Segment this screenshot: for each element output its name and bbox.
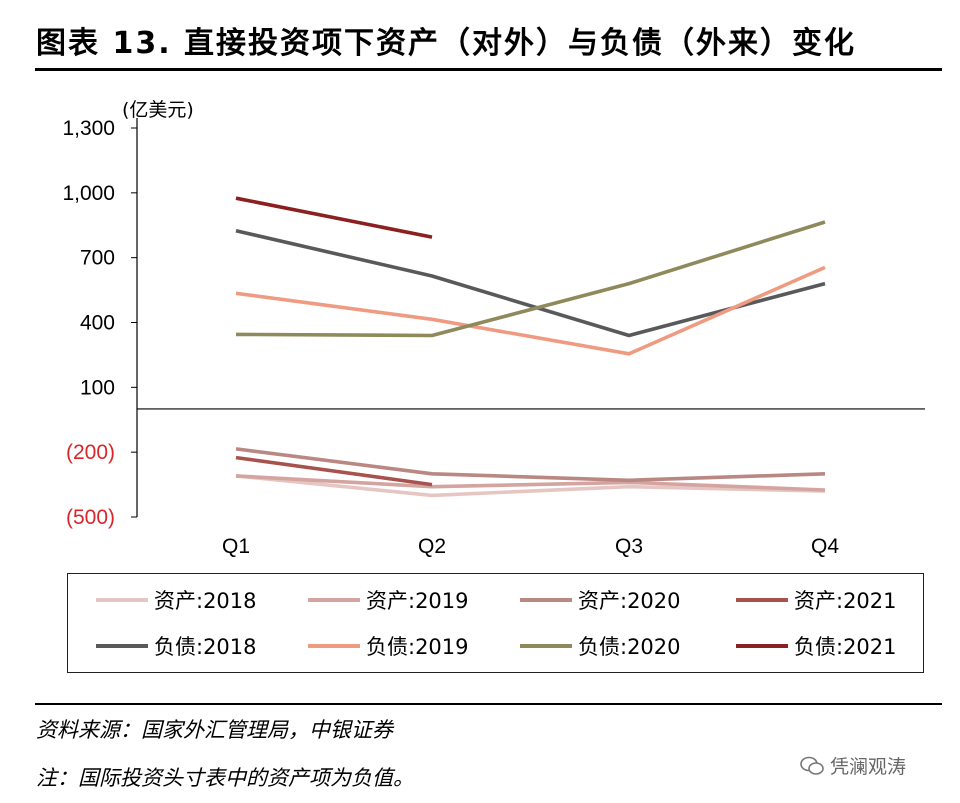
- y-tick-label: 700: [80, 247, 115, 270]
- legend-swatch: [736, 598, 788, 602]
- y-tick-label: (500): [66, 506, 115, 529]
- legend-item: 资产:2020: [520, 585, 681, 615]
- legend-item: 资产:2021: [736, 585, 897, 615]
- y-tick-label: 1,000: [62, 182, 115, 205]
- legend-item: 负债:2018: [96, 631, 257, 661]
- legend-swatch: [308, 644, 360, 648]
- legend-item: 负债:2021: [736, 631, 897, 661]
- source-note: 资料来源：国家外汇管理局，中银证券: [36, 718, 393, 742]
- legend-label: 资产:2019: [366, 589, 469, 613]
- legend-label: 资产:2020: [578, 589, 681, 613]
- legend-swatch: [520, 598, 572, 602]
- series-line: [235, 455, 433, 487]
- footnote: 注：国际投资头寸表中的资产项为负值。: [36, 766, 414, 790]
- watermark-text: 凭澜观涛: [830, 756, 907, 778]
- legend-item: 负债:2020: [520, 631, 681, 661]
- x-tick-label: Q3: [615, 535, 643, 558]
- series-line: [235, 228, 826, 338]
- legend-swatch: [736, 644, 788, 648]
- y-tick-label: 100: [80, 376, 115, 399]
- chart-legend: 资产:2018 资产:2019 资产:2020 资产:2021 负债:2018 负债:20…: [67, 573, 924, 673]
- legend-item: 资产:2018: [96, 585, 257, 615]
- series-line: [235, 447, 826, 483]
- x-tick-label: Q1: [222, 535, 250, 558]
- legend-label: 资产:2018: [154, 589, 257, 613]
- series-line: [235, 474, 826, 498]
- legend-swatch: [96, 644, 148, 648]
- legend-item: 负债:2019: [308, 631, 469, 661]
- series-line: [235, 474, 826, 492]
- y-unit-label: (亿美元): [122, 99, 194, 121]
- legend-swatch: [96, 598, 148, 602]
- footer-divider: [35, 703, 942, 705]
- wechat-icon: [800, 756, 824, 775]
- legend-label: 负债:2019: [366, 635, 469, 659]
- legend-swatch: [308, 598, 360, 602]
- legend-label: 负债:2020: [578, 635, 681, 659]
- y-tick-label: 400: [80, 312, 115, 335]
- y-tick-label: 1,300: [62, 117, 115, 140]
- line-chart: (亿美元) 1,300 1,000 700 400 100 (200) (500) Q1 Q2 Q3…: [62, 99, 925, 558]
- legend-swatch: [520, 644, 572, 648]
- x-tick-label: Q4: [811, 535, 839, 558]
- series-line: [235, 196, 433, 239]
- series-line: [235, 220, 826, 338]
- legend-label: 负债:2018: [154, 635, 257, 659]
- legend-label: 负债:2021: [794, 635, 897, 659]
- legend-item: 资产:2019: [308, 585, 469, 615]
- chart-title: 图表 13. 直接投资项下资产（对外）与负债（外来）变化: [36, 26, 857, 61]
- series-line: [235, 265, 826, 356]
- legend-label: 资产:2021: [794, 589, 897, 613]
- title-divider: [35, 68, 942, 71]
- watermark: 凭澜观涛: [800, 752, 906, 779]
- x-tick-label: Q2: [418, 535, 446, 558]
- y-tick-label: (200): [66, 441, 115, 464]
